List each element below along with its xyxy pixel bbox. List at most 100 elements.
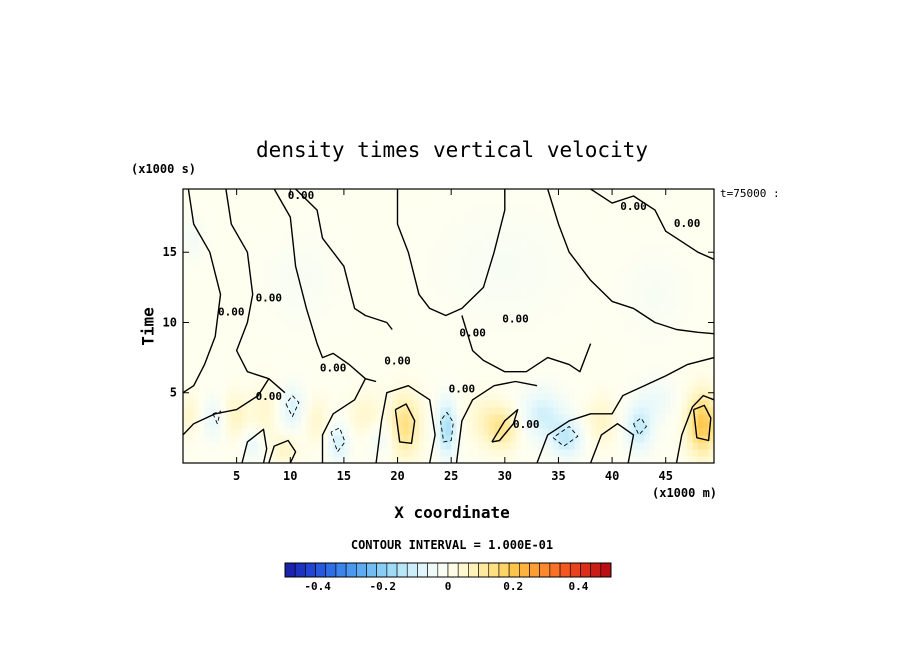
- heatmap-cell: [274, 231, 281, 239]
- heatmap-cell: [279, 441, 286, 450]
- heatmap-cell: [215, 343, 222, 352]
- heatmap-cell: [408, 224, 415, 232]
- heatmap-cell: [327, 322, 334, 331]
- heatmap-cell: [360, 343, 366, 352]
- heatmap-cell: [510, 266, 517, 274]
- heatmap-cell: [279, 294, 286, 303]
- heatmap-cell: [622, 252, 629, 260]
- heatmap-cell: [467, 280, 474, 288]
- heatmap-cell: [435, 217, 442, 225]
- heatmap-cell: [596, 315, 602, 324]
- heatmap-cell: [354, 280, 361, 288]
- heatmap-cell: [392, 343, 399, 352]
- heatmap-cell: [553, 413, 560, 422]
- heatmap-cell: [301, 434, 307, 443]
- heatmap-cell: [258, 217, 265, 225]
- heatmap-cell: [258, 357, 265, 366]
- heatmap-cell: [327, 406, 334, 415]
- heatmap-cell: [703, 448, 710, 457]
- heatmap-cell: [360, 364, 366, 373]
- heatmap-cell: [301, 406, 307, 415]
- heatmap-cell: [590, 217, 597, 225]
- heatmap-cell: [279, 231, 286, 239]
- heatmap-cell: [413, 210, 420, 218]
- heatmap-cell: [419, 378, 425, 387]
- heatmap-cell: [360, 224, 366, 232]
- heatmap-cell: [274, 259, 281, 267]
- heatmap-cell: [542, 189, 549, 197]
- heatmap-cell: [188, 238, 195, 246]
- heatmap-cell: [295, 196, 302, 204]
- colorbar-segment: [345, 562, 357, 578]
- contour-line-negative: [633, 417, 647, 436]
- heatmap-cell: [360, 406, 366, 415]
- heatmap-cell: [569, 455, 576, 463]
- heatmap-cell: [343, 287, 350, 295]
- heatmap-cell: [601, 357, 608, 366]
- heatmap-cell: [601, 231, 608, 239]
- heatmap-cell: [424, 294, 431, 303]
- heatmap-cell: [284, 322, 291, 331]
- heatmap-cell: [499, 385, 506, 394]
- heatmap-cell: [402, 231, 409, 239]
- heatmap-cell: [601, 294, 608, 303]
- heatmap-cell: [467, 245, 474, 253]
- heatmap-cell: [638, 189, 645, 197]
- heatmap-cell: [649, 392, 656, 401]
- heatmap-cell: [301, 210, 307, 218]
- heatmap-cell: [660, 385, 667, 394]
- heatmap-cell: [644, 203, 651, 211]
- heatmap-cell: [429, 231, 436, 239]
- heatmap-cell: [606, 238, 613, 246]
- heatmap-cell: [247, 322, 254, 331]
- heatmap-cell: [268, 322, 275, 331]
- heatmap-cell: [612, 434, 619, 443]
- colorbar-tick-label: 0: [445, 580, 452, 593]
- heatmap-cell: [397, 371, 404, 380]
- heatmap-cell: [183, 371, 189, 380]
- heatmap-cell: [483, 259, 490, 267]
- heatmap-cell: [558, 413, 565, 422]
- heatmap-cell: [252, 441, 259, 450]
- heatmap-cell: [338, 420, 345, 429]
- heatmap-cell: [510, 203, 517, 211]
- heatmap-cell: [574, 434, 581, 443]
- heatmap-cell: [252, 448, 259, 457]
- heatmap-cell: [553, 448, 560, 457]
- heatmap-cell: [660, 203, 667, 211]
- heatmap-cell: [215, 189, 222, 197]
- heatmap-cell: [231, 427, 238, 436]
- heatmap-cell: [209, 455, 216, 463]
- contour-line-negative: [552, 426, 579, 447]
- heatmap-cell: [365, 252, 372, 260]
- heatmap-cell: [258, 329, 265, 338]
- heatmap-cell: [676, 378, 683, 387]
- heatmap-cell: [596, 203, 602, 211]
- heatmap-cell: [349, 350, 356, 359]
- heatmap-cell: [547, 385, 554, 394]
- heatmap-cell: [381, 329, 388, 338]
- heatmap-cell: [343, 392, 350, 401]
- heatmap-cell: [263, 336, 270, 345]
- heatmap-cell: [231, 294, 238, 303]
- heatmap-cell: [440, 378, 447, 387]
- heatmap-cell: [263, 343, 270, 352]
- heatmap-cell: [531, 231, 538, 239]
- heatmap-cell: [494, 273, 501, 281]
- heatmap-cell: [601, 322, 608, 331]
- heatmap-cell: [279, 357, 286, 366]
- heatmap-cell: [655, 273, 661, 281]
- heatmap-cell: [392, 427, 399, 436]
- heatmap-cell: [676, 420, 683, 429]
- heatmap-cell: [606, 455, 613, 463]
- heatmap-cell: [622, 196, 629, 204]
- heatmap-cell: [617, 399, 624, 408]
- heatmap-cell: [392, 203, 399, 211]
- heatmap-cell: [279, 350, 286, 359]
- heatmap-cell: [209, 371, 216, 380]
- heatmap-cell: [451, 224, 458, 232]
- heatmap-cell: [590, 259, 597, 267]
- heatmap-cell: [628, 280, 635, 288]
- heatmap-cell: [274, 210, 281, 218]
- heatmap-cell: [365, 329, 372, 338]
